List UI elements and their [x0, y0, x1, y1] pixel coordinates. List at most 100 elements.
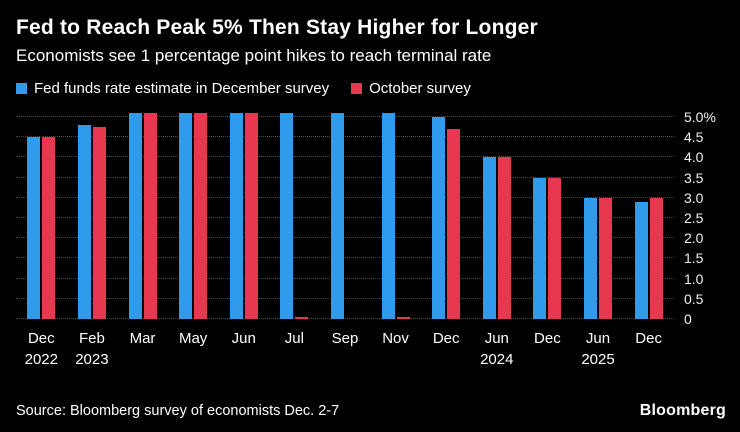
y-axis-tick: 1.5	[684, 250, 704, 267]
x-axis-label: Dec 2022	[24, 330, 58, 368]
bar-october-survey	[649, 197, 663, 319]
bar-slot	[269, 109, 320, 319]
chart-legend: Fed funds rate estimate in December surv…	[16, 80, 724, 97]
plot-area: Dec 2022 Feb 2023 Mar May Jun Jul Sep Nov Dec Jun 20…	[16, 109, 674, 370]
bar-groups	[16, 109, 674, 319]
bar-group-jun-2025	[584, 109, 612, 319]
bar-slot	[471, 109, 522, 319]
y-axis-tick: 2.5	[684, 210, 704, 227]
bar-october-survey	[599, 197, 612, 319]
gridline	[16, 318, 674, 319]
x-axis-label: May	[178, 330, 208, 347]
bar-december-survey	[77, 125, 91, 319]
bar-group-feb-2023	[77, 109, 106, 319]
y-axis-tick: 2.0	[684, 230, 704, 247]
x-axis-label: Dec	[534, 330, 561, 347]
y-axis: 5.0% 4.5 4.0 3.5 3.0 2.5 2.0 1.5 1.0 0.5 0	[674, 109, 724, 327]
bar-group-jul	[280, 109, 309, 319]
bar-group-jun	[229, 109, 258, 319]
bar-december-survey	[330, 113, 344, 319]
gridline	[16, 176, 674, 178]
bar-slot	[320, 109, 371, 319]
bar-group-dec	[634, 109, 663, 319]
gridline	[16, 136, 674, 138]
bar-october-survey	[42, 137, 56, 319]
x-axis-label: Jun	[231, 330, 256, 347]
bar-december-survey	[482, 157, 496, 319]
bar-december-survey	[128, 113, 142, 319]
x-axis-label: Dec	[635, 330, 662, 347]
x-axis-label: Jun 2024	[480, 330, 514, 368]
y-axis-tick: 4.5	[684, 129, 704, 146]
gridline	[16, 156, 674, 158]
bar-october-survey	[447, 129, 461, 319]
bar-december-survey	[634, 201, 648, 319]
bar-group-nov	[381, 109, 410, 319]
y-axis-tick: 3.0	[684, 189, 704, 206]
bar-october-survey	[244, 113, 258, 319]
y-axis-tick: 0	[684, 311, 692, 327]
bar-group-sep	[330, 109, 359, 319]
y-axis-tick: 0.5	[684, 290, 704, 307]
bar-slot	[370, 109, 421, 319]
bar-group-jun-2024	[482, 109, 511, 319]
gridline	[16, 237, 674, 239]
y-axis-tick: 4.0	[684, 149, 704, 166]
bar-october-survey	[548, 177, 562, 319]
x-axis-label: Dec	[432, 330, 460, 347]
bar-october-survey	[92, 127, 106, 319]
bar-group-dec	[432, 109, 461, 319]
bar-slot	[573, 109, 624, 319]
y-axis-tick: 3.5	[684, 169, 704, 186]
legend-swatch-red	[351, 83, 363, 94]
bar-december-survey	[27, 137, 41, 319]
bar-slot	[16, 109, 67, 319]
bar-group-dec-2022	[27, 109, 56, 319]
x-axis-label: Feb 2023	[75, 330, 109, 368]
bar-december-survey	[533, 177, 547, 319]
legend-label-december-survey: Fed funds rate estimate in December surv…	[34, 80, 330, 97]
legend-label-october-survey: October survey	[369, 80, 471, 97]
x-axis-label: Jul	[284, 330, 304, 347]
footer: Source: Bloomberg survey of economists D…	[16, 402, 726, 420]
legend-item-october-survey: October survey	[351, 80, 471, 97]
legend-item-december-survey: Fed funds rate estimate in December surv…	[16, 80, 329, 97]
bar-october-survey	[497, 157, 511, 319]
x-axis-label: Jun 2025	[581, 330, 615, 368]
bar-slot	[168, 109, 219, 319]
chart-title: Fed to Reach Peak 5% Then Stay Higher fo…	[16, 16, 538, 39]
gridline	[16, 217, 674, 219]
bar-december-survey	[584, 197, 597, 319]
bar-december-survey	[381, 113, 395, 319]
bar-december-survey	[280, 113, 294, 319]
bar-december-survey	[432, 117, 446, 319]
gridline	[16, 297, 674, 299]
chart-subtitle: Economists see 1 percentage point hikes …	[16, 46, 492, 65]
x-axis-label: Mar	[129, 330, 156, 347]
bar-slot	[117, 109, 168, 319]
bar-slot	[522, 109, 573, 319]
bar-october-survey	[194, 113, 208, 319]
gridline	[16, 277, 674, 279]
plot-grid	[16, 109, 674, 319]
x-axis-label: Sep	[331, 330, 359, 347]
y-axis-tick: 5.0%	[684, 109, 716, 126]
bar-december-survey	[229, 113, 243, 319]
x-axis-label: Nov	[382, 330, 409, 347]
x-axis-labels: Dec 2022 Feb 2023 Mar May Jun Jul Sep Nov Dec Jun 20…	[16, 328, 674, 370]
bar-slot	[218, 109, 269, 319]
gridline	[16, 116, 674, 118]
source-text: Source: Bloomberg survey of economists D…	[16, 403, 340, 419]
bar-slot	[623, 109, 674, 319]
bar-group-dec	[533, 109, 562, 319]
bar-october-survey	[143, 113, 157, 319]
bar-group-may	[179, 109, 208, 319]
bar-chart: Dec 2022 Feb 2023 Mar May Jun Jul Sep Nov Dec Jun 20…	[16, 109, 724, 370]
bar-october-survey	[295, 316, 309, 319]
legend-swatch-blue	[16, 83, 27, 94]
bar-october-survey	[396, 316, 410, 319]
bloomberg-logo: Bloomberg	[639, 402, 726, 419]
gridline	[16, 257, 674, 259]
gridline	[16, 196, 674, 198]
bar-december-survey	[179, 113, 193, 319]
